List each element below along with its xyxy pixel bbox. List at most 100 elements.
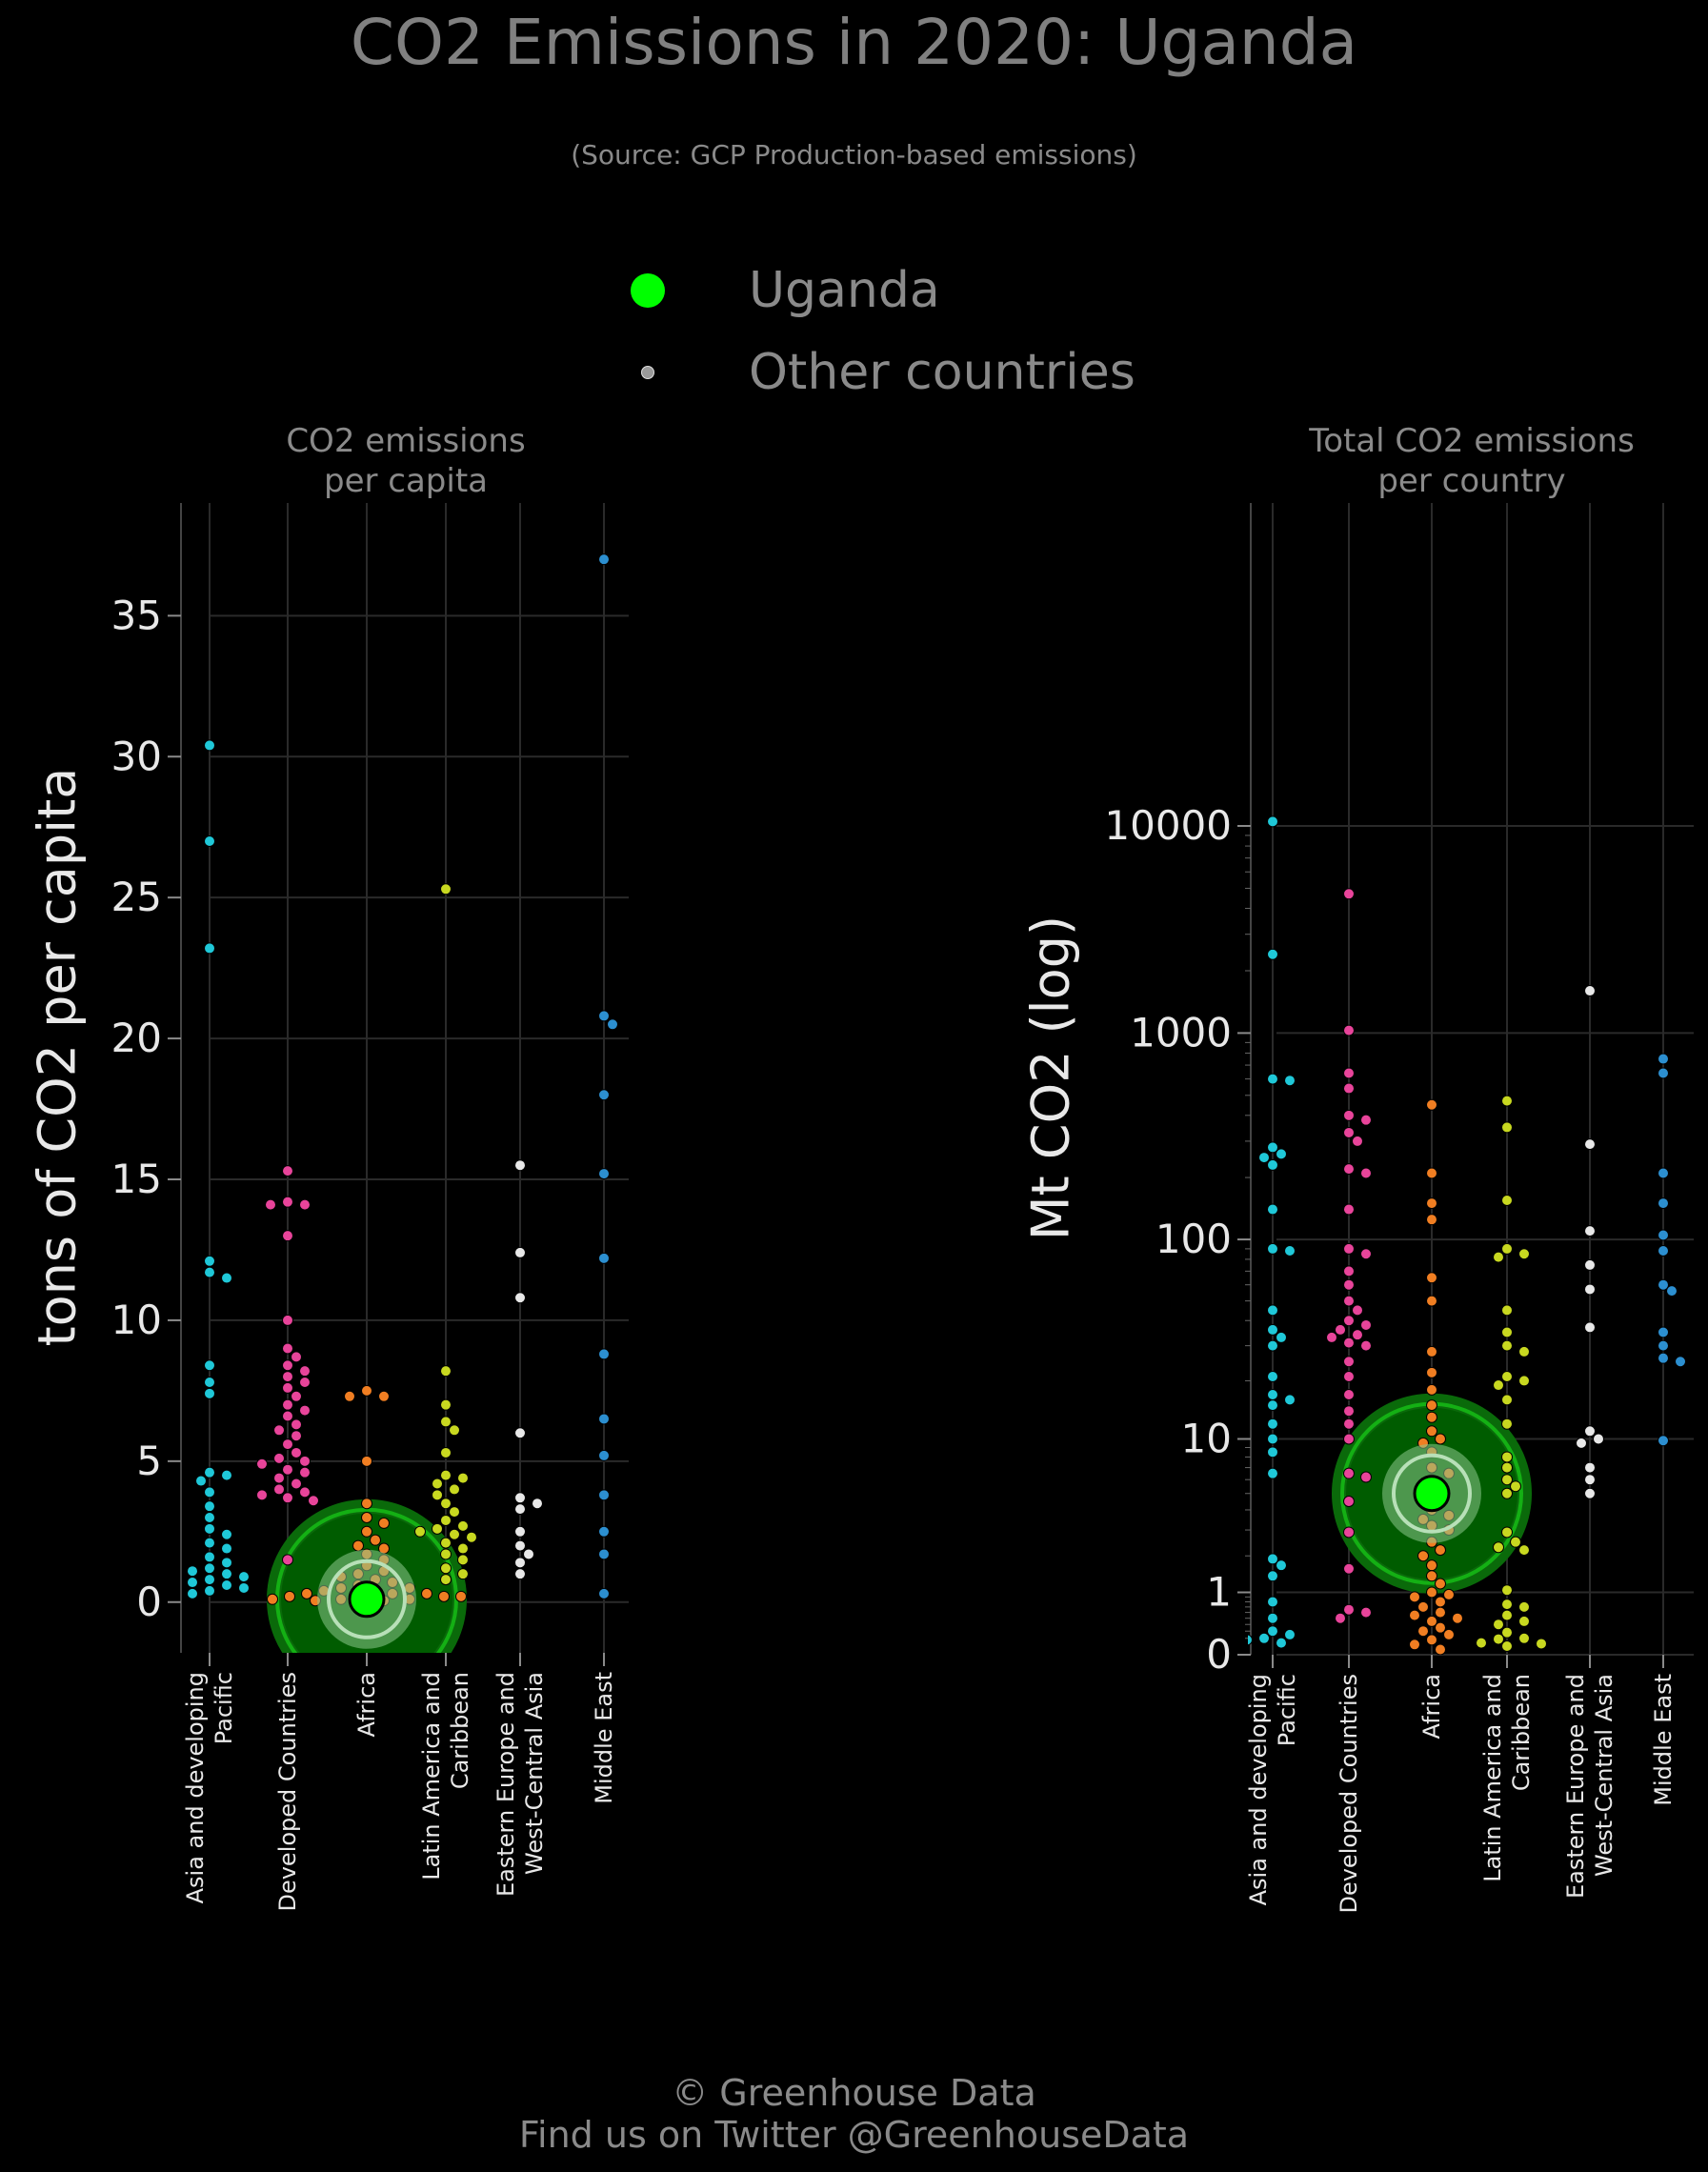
left-point-developed-countries-17 [291, 1418, 302, 1431]
left-point-latin-america-and-caribbean-1 [440, 1365, 452, 1378]
left-uganda-marker-group [317, 1549, 416, 1649]
left-plot-area [187, 553, 618, 1653]
left-point-africa-28 [438, 1590, 450, 1602]
right-point-asia-and-developing-pacific-11 [1267, 1304, 1278, 1317]
left-point-developed-countries-33 [308, 1495, 319, 1507]
left-point-middle-east-8 [598, 1449, 610, 1461]
left-point-asia-and-developing-pacific-30 [187, 1587, 198, 1599]
right-point-developed-countries-6 [1343, 1126, 1355, 1138]
right-x-tick-label-latin-america-and-caribbean: Latin America andCaribbean [1479, 1674, 1535, 1882]
right-point-africa-42 [1417, 1625, 1429, 1638]
left-point-asia-and-developing-pacific-29 [204, 1584, 215, 1597]
left-point-eastern-europe-and-west-central-asia-5 [532, 1498, 543, 1510]
right-point-middle-east-3 [1658, 1197, 1669, 1210]
right-x-tick-label-africa: Africa [1418, 1674, 1445, 1739]
per-capita-scatter-plot: 0 5 10 15 20 25 30 35 Asia and developingPacific… [111, 503, 629, 1912]
left-point-africa-0 [361, 1384, 372, 1397]
right-point-asia-and-developing-pacific-17 [1284, 1394, 1296, 1406]
left-point-asia-and-developing-pacific-22 [187, 1565, 198, 1578]
right-point-africa-7 [1426, 1366, 1437, 1378]
right-y-tick-label-10: 10 [1181, 1416, 1232, 1462]
left-point-latin-america-and-caribbean-22 [457, 1554, 469, 1566]
left-point-developed-countries-8 [282, 1359, 293, 1372]
right-point-latin-america-and-caribbean-23 [1518, 1544, 1530, 1557]
left-point-asia-and-developing-pacific-0 [204, 739, 215, 752]
right-x-tick-label-developed-countries: Developed Countries [1336, 1674, 1362, 1914]
right-point-latin-america-and-caribbean-13 [1501, 1394, 1513, 1406]
right-point-developed-countries-3 [1343, 1082, 1355, 1095]
right-point-africa-32 [1426, 1586, 1437, 1599]
right-point-latin-america-and-caribbean-3 [1501, 1242, 1513, 1255]
left-point-latin-america-and-caribbean-25 [440, 1574, 452, 1586]
right-uganda-marker-group [1382, 1443, 1481, 1543]
legend-item-uganda: Uganda [610, 257, 940, 324]
right-point-developed-countries-9 [1360, 1167, 1372, 1179]
right-point-developed-countries-20 [1352, 1329, 1363, 1341]
left-point-asia-and-developing-pacific-1 [204, 835, 215, 847]
left-point-developed-countries-28 [291, 1478, 302, 1490]
right-y-tick-label-10000: 10000 [1104, 802, 1232, 849]
right-point-developed-countries-33 [1343, 1526, 1355, 1538]
right-point-africa-5 [1426, 1295, 1437, 1307]
right-point-latin-america-and-caribbean-32 [1493, 1633, 1504, 1645]
left-point-middle-east-5 [598, 1252, 610, 1264]
left-point-middle-east-10 [598, 1525, 610, 1538]
left-point-middle-east-9 [598, 1489, 610, 1501]
left-point-asia-and-developing-pacific-12 [204, 1486, 215, 1498]
right-point-developed-countries-27 [1343, 1405, 1355, 1418]
right-point-developed-countries-26 [1343, 1388, 1355, 1400]
left-point-latin-america-and-caribbean-5 [440, 1446, 452, 1458]
right-point-africa-40 [1426, 1615, 1437, 1627]
right-point-asia-and-developing-pacific-32 [1276, 1637, 1287, 1649]
left-x-tick-label-asia-and-developing-pacific: Asia and developingPacific [182, 1672, 237, 1903]
total-emissions-scatter-plot: 0 1 10 100 1000 10000 Asia and developingPacif… [1104, 503, 1694, 1914]
left-point-developed-countries-12 [282, 1381, 293, 1394]
left-point-asia-and-developing-pacific-10 [221, 1469, 232, 1481]
left-point-developed-countries-20 [282, 1438, 293, 1451]
left-point-eastern-europe-and-west-central-asia-0 [514, 1159, 526, 1172]
right-point-asia-and-developing-pacific-25 [1267, 1570, 1278, 1582]
left-point-developed-countries-9 [299, 1365, 311, 1378]
chart-title: CO2 Emissions in 2020: Uganda [350, 6, 1358, 79]
left-point-latin-america-and-caribbean-10 [432, 1489, 443, 1501]
right-point-middle-east-12 [1658, 1435, 1669, 1447]
left-point-asia-and-developing-pacific-11 [195, 1475, 207, 1487]
right-point-latin-america-and-caribbean-18 [1510, 1480, 1521, 1493]
left-point-latin-america-and-caribbean-8 [432, 1478, 443, 1490]
right-point-latin-america-and-caribbean-10 [1501, 1371, 1513, 1383]
right-point-asia-and-developing-pacific-1 [1267, 948, 1278, 960]
legend-other-marker [641, 366, 654, 379]
right-point-developed-countries-8 [1343, 1163, 1355, 1176]
right-point-developed-countries-22 [1343, 1337, 1355, 1349]
right-point-asia-and-developing-pacific-8 [1267, 1203, 1278, 1216]
right-y-tick-label-1: 1 [1206, 1569, 1232, 1616]
right-point-developed-countries-30 [1343, 1467, 1355, 1479]
left-point-latin-america-and-caribbean-23 [440, 1562, 452, 1575]
left-point-developed-countries-2 [299, 1198, 311, 1211]
right-point-latin-america-and-caribbean-29 [1493, 1619, 1504, 1631]
left-y-tick-label-25: 25 [111, 874, 162, 920]
right-point-middle-east-10 [1658, 1352, 1669, 1364]
left-point-africa-25 [421, 1587, 432, 1599]
left-point-asia-and-developing-pacific-27 [221, 1579, 232, 1591]
left-point-eastern-europe-and-west-central-asia-3 [514, 1427, 526, 1439]
left-point-middle-east-2 [607, 1018, 618, 1031]
right-point-latin-america-and-caribbean-17 [1501, 1474, 1513, 1486]
right-point-eastern-europe-and-west-central-asia-4 [1584, 1283, 1596, 1296]
right-uganda-point [1413, 1475, 1451, 1513]
left-point-latin-america-and-caribbean-20 [457, 1542, 469, 1555]
left-point-asia-and-developing-pacific-25 [204, 1574, 215, 1586]
right-series-eastern-europe-and-west-central-asia [1576, 985, 1604, 1499]
left-point-africa-1 [378, 1390, 390, 1402]
left-point-developed-countries-22 [273, 1452, 285, 1464]
left-point-latin-america-and-caribbean-15 [432, 1522, 443, 1535]
right-point-africa-0 [1426, 1098, 1437, 1111]
left-series-asia-and-developing-pacific [187, 739, 250, 1599]
left-y-tick-label-15: 15 [111, 1156, 162, 1202]
right-point-developed-countries-21 [1326, 1331, 1337, 1343]
right-point-middle-east-7 [1666, 1285, 1678, 1297]
right-point-eastern-europe-and-west-central-asia-0 [1584, 985, 1596, 997]
right-point-africa-29 [1426, 1559, 1437, 1572]
left-point-developed-countries-31 [256, 1489, 268, 1501]
right-point-asia-and-developing-pacific-5 [1276, 1148, 1287, 1160]
